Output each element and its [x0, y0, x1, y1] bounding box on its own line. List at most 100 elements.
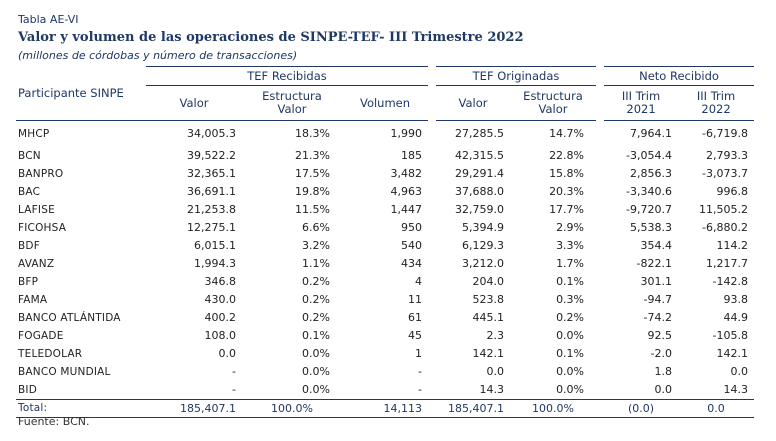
org-estructura-cell: 100.0%	[510, 399, 597, 418]
rec-estructura-cell: 18.3%	[295, 127, 330, 140]
participant-cell: BANPRO	[18, 168, 64, 180]
net-2021-cell: (0.0)	[604, 399, 679, 418]
participant-cell: AVANZ	[18, 258, 55, 270]
rec-volumen-cell: 1	[415, 347, 423, 360]
rec-valor-cell: 346.8	[204, 275, 237, 288]
rec-valor-cell: 430.0	[204, 293, 237, 306]
rec-estructura-cell: 0.0%	[302, 347, 330, 360]
rec-estructura-cell: 0.0%	[302, 383, 330, 396]
source-note: Fuente: BCN.	[18, 415, 90, 428]
rec-estructura-cell: 6.6%	[302, 221, 330, 234]
org-estructura-cell: 0.3%	[556, 293, 585, 306]
rec-valor-cell: 36,691.1	[187, 185, 236, 198]
net-2021-cell: 354.4	[640, 239, 673, 252]
table-row: BANPRO 32,365.1 17.5% 3,482 29,291.4 15.8% 2,8…	[16, 165, 754, 183]
net-2021-cell: 92.5	[647, 329, 673, 342]
participant-cell: BCN	[18, 150, 41, 162]
rec-estructura-cell: 0.2%	[302, 275, 330, 288]
table-body: MHCP 34,005.3 18.3% 1,990 27,285.5 14.7% 7,964…	[16, 121, 755, 418]
rec-volumen-cell: 185	[401, 149, 423, 162]
table-row: LAFISE 21,253.8 11.5% 1,447 32,759.0 17.7% -9,…	[16, 201, 754, 219]
rec-valor-header: Valor	[146, 85, 242, 121]
org-estructura-cell: 15.8%	[549, 167, 585, 180]
org-valor-cell: 42,315.5	[455, 149, 505, 162]
net-2021-cell: 0.0	[654, 383, 673, 396]
org-valor-cell: 2.3	[486, 329, 505, 342]
participant-cell: BANCO ATLÁNTIDA	[18, 312, 121, 324]
org-estructura-cell: 0.0%	[556, 383, 585, 396]
org-valor-cell: 29,291.4	[455, 167, 505, 180]
participant-cell: MHCP	[18, 128, 50, 140]
org-estructura-cell: 0.1%	[556, 275, 585, 288]
rec-estructura-cell: 21.3%	[295, 149, 330, 162]
org-estructura-cell: 1.7%	[556, 257, 585, 270]
rec-estructura-cell: 19.8%	[295, 185, 330, 198]
net-2022-cell: -3,073.7	[702, 167, 749, 180]
net-2021-cell: 5,538.3	[630, 221, 673, 234]
rec-volumen-cell: 1,447	[390, 203, 423, 216]
rec-valor-cell: 39,522.2	[187, 149, 236, 162]
net-2021-cell: -822.1	[636, 257, 673, 270]
table-row: FOGADE 108.0 0.1% 45 2.3 0.0% 92.5 -105.8	[16, 327, 754, 345]
org-valor-cell: 3,212.0	[462, 257, 505, 270]
participant-cell: FOGADE	[18, 330, 64, 342]
org-estructura-cell: 0.0%	[556, 365, 585, 378]
org-valor-cell: 185,407.1	[436, 399, 511, 418]
org-valor-header: Valor	[436, 85, 511, 121]
net-2022-cell: 996.8	[716, 185, 749, 198]
net-2021-cell: 2,856.3	[630, 167, 673, 180]
table-title: Valor y volumen de las operaciones de SI…	[18, 30, 524, 45]
table-row: FAMA 430.0 0.2% 11 523.8 0.3% -94.7 93.8	[16, 291, 754, 309]
participant-cell: BAC	[18, 186, 41, 198]
net-2022-cell: 11,505.2	[699, 203, 749, 216]
org-estructura-cell: 2.9%	[556, 221, 585, 234]
net-2022-cell: 0.0	[678, 399, 755, 418]
table-row: BAC 36,691.1 19.8% 4,963 37,688.0 20.3% -3,340…	[16, 183, 754, 201]
net-2022-cell: 114.2	[716, 239, 749, 252]
rec-valor-cell: 21,253.8	[187, 203, 236, 216]
rec-volumen-cell: 45	[408, 329, 423, 342]
tef-originadas-header: TEF Originadas	[436, 66, 597, 86]
table-label: Tabla AE-VI	[18, 13, 79, 26]
org-estructura-cell: 0.2%	[556, 311, 585, 324]
net-2022-cell: 0.0	[730, 365, 749, 378]
org-estructura-cell: 0.0%	[556, 329, 585, 342]
table-subtitle: (millones de córdobas y número de transa…	[18, 49, 298, 62]
table-row: BANCO MUNDIAL - 0.0% - 0.0 0.0% 1.8 0.0	[16, 363, 754, 381]
total-row: Total: 185,407.1 100.0% 14,113 185,407.1 100.…	[16, 399, 755, 418]
participant-cell: Total:	[16, 399, 146, 418]
table-row: BFP 346.8 0.2% 4 204.0 0.1% 301.1 -142.8	[16, 273, 754, 291]
rec-estructura-cell: 1.1%	[302, 257, 330, 270]
net-2021-cell: 1.8	[654, 365, 673, 378]
net-2022-cell: -105.8	[712, 329, 749, 342]
net-2021-cell: -74.2	[643, 311, 673, 324]
rec-estructura-cell: 0.2%	[302, 293, 330, 306]
rec-valor-cell: 12,275.1	[187, 221, 236, 234]
net-2022-cell: -142.8	[712, 275, 749, 288]
rec-valor-cell: 185,407.1	[146, 399, 242, 418]
net-2022-cell: 1,217.7	[706, 257, 749, 270]
table-row: MHCP 34,005.3 18.3% 1,990 27,285.5 14.7% 7,964…	[16, 121, 754, 148]
sinpe-table: Participante SINPE TEF Recibidas TEF Ori…	[16, 66, 755, 418]
trim-2022-header: III Trim 2022	[678, 85, 755, 121]
rec-valor-cell: 1,994.3	[194, 257, 236, 270]
rec-volumen-cell: -	[418, 365, 423, 378]
org-estructura-cell: 20.3%	[549, 185, 585, 198]
rec-volumen-cell: 540	[401, 239, 423, 252]
rec-valor-cell: -	[232, 383, 236, 396]
org-estructura-cell: 17.7%	[549, 203, 585, 216]
participant-cell: BFP	[18, 276, 39, 288]
rec-volumen-cell: 1,990	[390, 127, 423, 140]
net-2021-cell: -94.7	[643, 293, 673, 306]
participant-cell: TELEDOLAR	[18, 348, 83, 360]
net-2022-cell: 2,793.3	[706, 149, 749, 162]
trim-2021-header: III Trim 2021	[604, 85, 679, 121]
participant-cell: LAFISE	[18, 204, 55, 216]
org-estructura-cell: 14.7%	[549, 127, 585, 140]
net-2021-cell: 301.1	[640, 275, 673, 288]
net-2021-cell: 7,964.1	[630, 127, 673, 140]
participant-cell: BANCO MUNDIAL	[18, 366, 111, 378]
rec-estructura-cell: 0.0%	[302, 365, 330, 378]
org-valor-cell: 5,394.9	[462, 221, 505, 234]
org-estructura-header: Estructura Valor	[510, 85, 597, 121]
